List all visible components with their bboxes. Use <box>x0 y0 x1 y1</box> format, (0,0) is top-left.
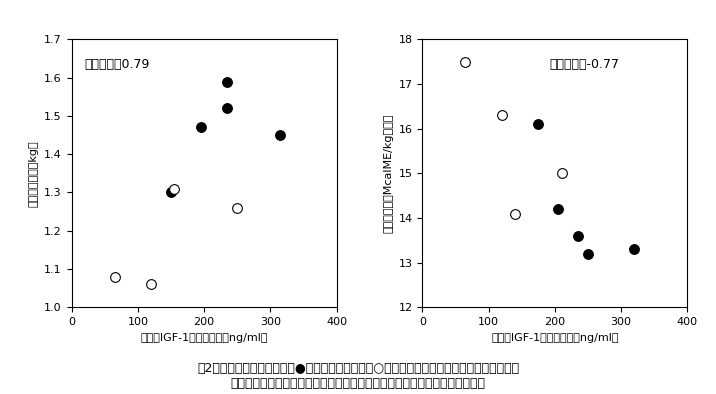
Text: 相関係数＝0.79: 相関係数＝0.79 <box>85 58 150 71</box>
Y-axis label: 飼料要求率（McalME/kg増体）: 飼料要求率（McalME/kg増体） <box>383 114 393 233</box>
X-axis label: 血漿中IGF-1の平均濃度（ng/ml）: 血漿中IGF-1の平均濃度（ng/ml） <box>491 333 619 343</box>
Text: 相関係数＝-0.77: 相関係数＝-0.77 <box>550 58 619 71</box>
Text: 噣2．ホルスタイン種雄牛（●）　および去勢牛（○）　の３カ月齢から２２カ月齢における
　　平均日増体量および飼料要求率と血漿中ＩＧＦ－１の平均濃度との関係: 噣2．ホルスタイン種雄牛（●） および去勢牛（○） の３カ月齢から２２カ月齢にお… <box>197 362 519 390</box>
X-axis label: 血漿中IGF-1の平均濃度（ng/ml）: 血漿中IGF-1の平均濃度（ng/ml） <box>140 333 268 343</box>
Y-axis label: 平均日増体量（kg）: 平均日増体量（kg） <box>29 140 39 207</box>
